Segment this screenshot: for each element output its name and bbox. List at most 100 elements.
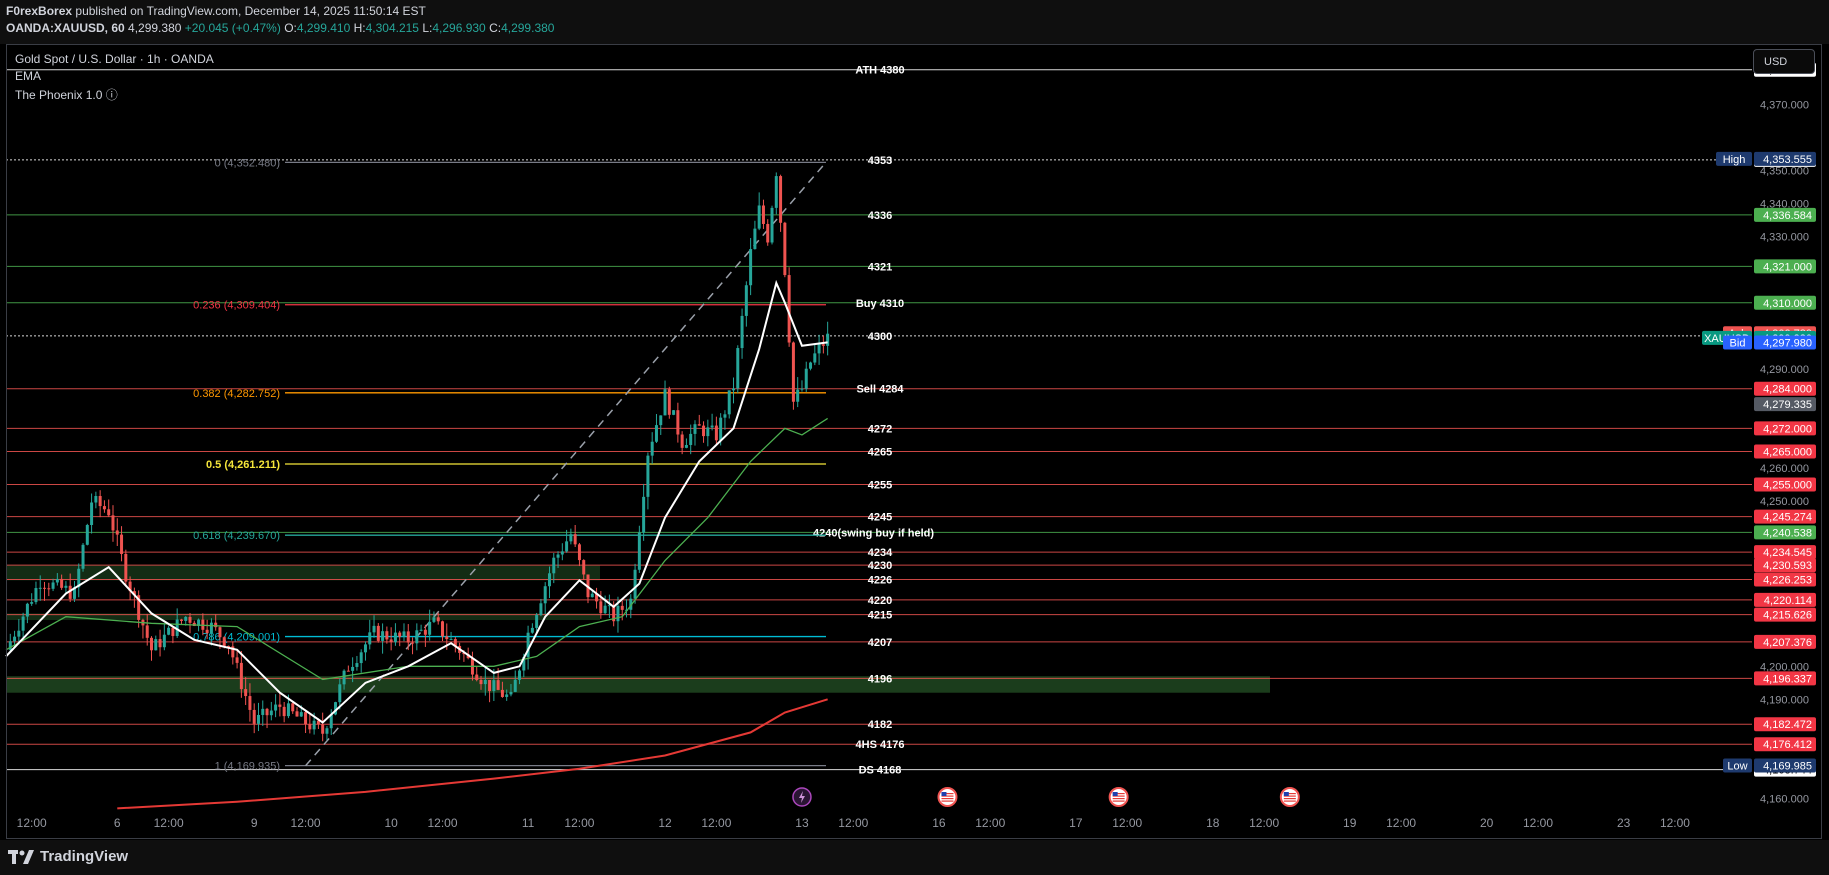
ema-legend[interactable]: EMA [15,69,42,83]
candle-body [120,534,124,554]
brand-label: TradingView [40,848,129,865]
candle-body [428,621,432,635]
candle-body [282,706,286,717]
price-badge-value: 4,310.000 [1763,298,1812,310]
chart-header: F0rexBorex published on TradingView.com,… [0,0,1829,44]
candle-body [650,441,654,456]
candle-body [227,645,231,647]
us-flag-icon-canton [1283,792,1289,796]
y-tick-label: 4,190.000 [1760,694,1809,706]
level-label: 4272 [868,423,892,435]
candle-body [321,724,325,734]
close-value: 4,299.380 [501,21,555,35]
instrument-legend[interactable]: Gold Spot / U.S. Dollar · 1h · OANDA [15,52,214,66]
candle-body [560,551,564,555]
price-badge [1754,509,1816,524]
price-badge-value: 4,176.412 [1763,739,1812,751]
tradingview-logo[interactable]: TradingView [8,848,128,865]
candle-body [415,630,419,644]
candle-body [697,424,701,426]
candle-body [197,619,201,627]
fib-label: 0.618 (4,239.670) [193,530,280,542]
price-badge [1754,477,1816,492]
publisher-name[interactable]: F0rexBorex [6,4,73,18]
candle-body [304,712,308,725]
price-badge-value: 4,321.000 [1763,261,1812,273]
candle-body [689,433,693,445]
level-label: 4215 [868,610,892,622]
phoenix-legend[interactable]: The Phoenix 1.0 ⓘ [15,88,118,102]
candle-body [363,644,367,653]
us-flag-icon-stripe [941,795,954,797]
candle-body [235,657,239,663]
y-tick-label: 4,330.000 [1760,232,1809,244]
candle-body [8,641,12,650]
side-price-value: 4,169.985 [1763,760,1812,772]
candle-body [124,553,128,582]
y-tick-label: 4,160.000 [1760,793,1809,805]
candle-body [72,587,76,599]
candle-body [256,714,260,724]
ohlc-readout: OANDA:XAUUSD, 60 4,299.380 +20.045 (+0.4… [6,21,554,35]
support-zone [6,676,1270,693]
candle-body [727,390,731,415]
candle-body [817,344,821,354]
x-tick-label: 17 [1069,816,1083,830]
candle-body [274,704,278,711]
price-badge-value: 4,336.584 [1763,210,1812,222]
candle-body [179,619,183,621]
candle-body [334,702,338,715]
us-flag-icon [1108,787,1129,807]
x-tick-label: 12:00 [838,816,868,830]
x-tick-label: 12:00 [427,816,457,830]
side-price-value: 4,353.555 [1763,154,1812,166]
candle-body [389,639,393,643]
candle-body [85,525,89,545]
x-tick-label: 12:00 [1660,816,1690,830]
us-flag-icon-stripe [1283,798,1296,800]
candle-body [556,554,560,558]
fib-label: 0.382 (4,282.752) [193,388,280,400]
candle-body [252,709,256,724]
y-tick-label: 4,370.000 [1760,99,1809,111]
currency-button[interactable]: USD [1753,49,1815,74]
candle-body [599,601,603,614]
x-tick-label: 6 [114,816,121,830]
fib-label: 1 (4,169.935) [215,761,280,773]
price-badge-value: 4,182.472 [1763,719,1812,731]
candle-body [547,573,551,587]
candle-body [167,627,171,635]
candle-body [329,714,333,729]
candle-body [667,389,671,415]
price-badge [1754,607,1816,622]
tradingview-logo-icon [8,849,34,864]
candle-body [218,627,222,638]
candle-body [128,581,132,592]
side-price-value: 4,297.980 [1763,337,1812,349]
chart-pane-border [6,44,1822,839]
fib-label: 0.236 (4,309.404) [193,300,280,312]
candle-body [616,605,620,622]
candle-body [496,680,500,690]
ema-fast-line [5,279,828,724]
candle-body [543,586,547,604]
candle-body [372,625,376,633]
candle-body [552,557,556,574]
candle-body [385,631,389,640]
candle-body [359,652,363,664]
candle-body [205,629,209,634]
candle-body [21,616,25,631]
candle-body [483,679,487,685]
price-badge [1754,545,1816,560]
candle-body [406,631,410,643]
candle-body [684,444,688,448]
price-badge [1754,671,1816,686]
candle-body [714,425,718,441]
candle-body [637,532,641,570]
candle-body [693,424,697,434]
candle-body [804,368,808,389]
candle-body [633,569,637,599]
candle-body [774,176,778,208]
candle-body [68,585,72,599]
